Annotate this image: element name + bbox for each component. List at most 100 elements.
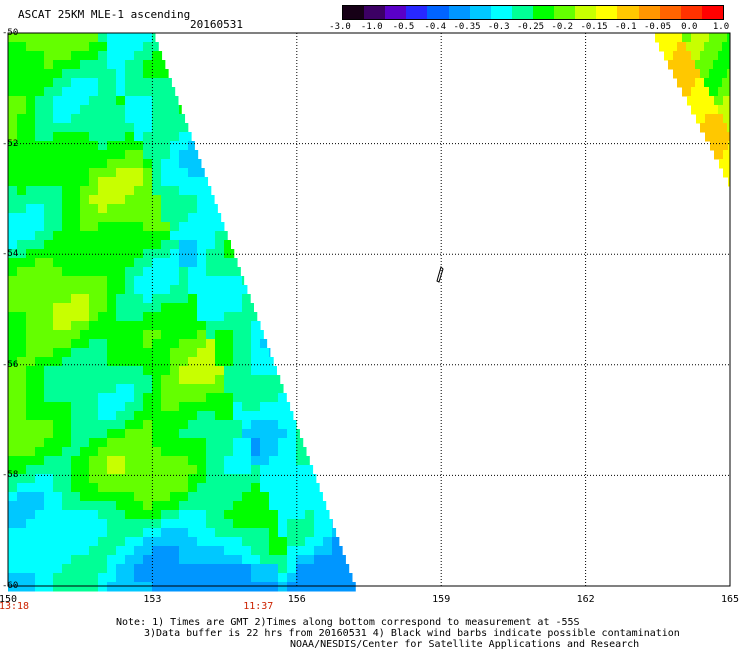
swath-cell (17, 321, 27, 331)
swath-cell (44, 537, 54, 547)
swath-cell (71, 60, 81, 70)
swath-cell (143, 411, 153, 421)
swath-cell (98, 483, 108, 493)
swath-cell (314, 519, 324, 529)
swath-cell (161, 213, 171, 223)
swath-cell (215, 357, 225, 367)
swath-cell (17, 105, 27, 115)
swath-cell (161, 339, 171, 349)
swath-cell (26, 582, 36, 592)
swath-cell (134, 384, 144, 394)
swath-cell (296, 438, 304, 448)
swath-cell (53, 492, 63, 502)
swath-cell (53, 168, 63, 178)
swath-cell (709, 105, 718, 115)
swath-cell (107, 69, 117, 79)
swath-cell (17, 474, 27, 484)
swath-cell (71, 213, 81, 223)
swath-cell (71, 177, 81, 187)
swath-cell (53, 141, 63, 151)
swath-cell (260, 546, 270, 556)
swath-cell (62, 96, 72, 106)
swath-cell (26, 303, 36, 313)
swath-cell (89, 105, 99, 115)
swath-cell (287, 555, 297, 565)
swath-cell (242, 492, 252, 502)
swath-cell (116, 393, 126, 403)
swath-cell (728, 159, 730, 169)
swath-cell (170, 411, 180, 421)
swath-cell (53, 501, 63, 511)
swath-cell (206, 564, 216, 574)
swath-cell (17, 141, 27, 151)
swath-cell (80, 384, 90, 394)
swath-cell (206, 420, 216, 430)
swath-cell (152, 357, 162, 367)
swath-cell (53, 267, 63, 277)
swath-cell (161, 204, 171, 214)
swath-cell (224, 321, 234, 331)
swath-cell (705, 96, 714, 106)
swath-cell (161, 456, 171, 466)
swath-cell (134, 402, 144, 412)
swath-cell (116, 411, 126, 421)
swath-cell (727, 87, 730, 97)
swath-cell (8, 501, 18, 511)
swath-cell (179, 303, 189, 313)
swath-cell (71, 168, 81, 178)
swath-cell (719, 159, 728, 169)
swath-cell (17, 303, 27, 313)
swath-cell (80, 132, 90, 142)
swath-cell (251, 438, 261, 448)
swath-cell (696, 114, 705, 124)
swath-cell (26, 348, 36, 358)
swath-cell (134, 312, 144, 322)
swath-cell (35, 240, 45, 250)
swath-cell (314, 528, 324, 538)
swath-cell (215, 411, 225, 421)
swath-cell (215, 240, 225, 250)
swath-cell (53, 402, 63, 412)
swath-cell (71, 348, 81, 358)
swath-cell (206, 375, 216, 385)
swath-cell (8, 384, 18, 394)
swath-cell (107, 303, 117, 313)
swath-cell (152, 285, 162, 295)
swath-cell (116, 465, 126, 475)
swath-cell (260, 411, 270, 421)
swath-cell (116, 42, 126, 52)
swath-cell (161, 519, 171, 529)
swath-cell (161, 330, 171, 340)
swath-cell (179, 519, 189, 529)
swath-cell (89, 150, 99, 160)
swath-cell (80, 141, 90, 151)
swath-cell (107, 555, 117, 565)
swath-cell (242, 510, 252, 520)
swath-cell (197, 276, 207, 286)
swath-cell (17, 177, 27, 187)
swath-cell (62, 204, 72, 214)
swath-cell (233, 267, 241, 277)
swath-cell (197, 402, 207, 412)
swath-cell (98, 42, 108, 52)
swath-cell (215, 249, 225, 259)
swath-cell (8, 447, 18, 457)
swath-cell (98, 123, 108, 133)
swath-cell (44, 339, 54, 349)
swath-cell (143, 492, 153, 502)
swath-cell (206, 519, 216, 529)
swath-cell (62, 258, 72, 268)
swath-cell (233, 330, 243, 340)
swath-cell (8, 537, 18, 547)
swath-cell (26, 339, 36, 349)
swath-cell (152, 573, 162, 583)
swath-cell (170, 231, 180, 241)
swath-cell (44, 483, 54, 493)
swath-cell (26, 546, 36, 556)
swath-cell (152, 276, 162, 286)
swath-cell (224, 267, 234, 277)
swath-cell (143, 105, 153, 115)
swath-cell (17, 96, 27, 106)
swath-cell (44, 177, 54, 187)
